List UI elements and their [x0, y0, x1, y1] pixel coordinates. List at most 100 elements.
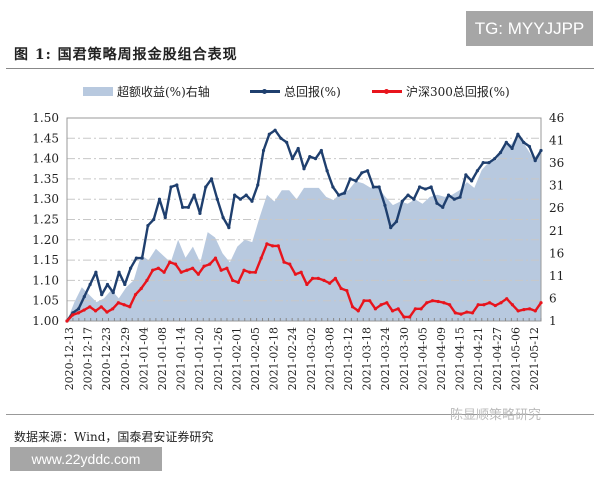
site-watermark: www.22yddc.com: [10, 447, 162, 471]
x-axis-tick-label: 2020-12-13: [63, 327, 76, 390]
x-axis-tick-label: 2020-12-23: [100, 327, 113, 390]
total-return-point: [88, 282, 92, 287]
csi300-return-point: [499, 301, 503, 305]
csi300-return-point: [510, 303, 515, 307]
csi300-return-point: [333, 276, 338, 280]
csi300-return-point: [448, 303, 452, 307]
csi300-return-point: [482, 303, 486, 307]
csi300-return-point: [368, 299, 372, 303]
x-axis-tick-label: 2021-03-12: [342, 327, 355, 390]
total-return-point: [464, 173, 468, 177]
total-return-point: [400, 199, 404, 203]
source-note: 数据来源：Wind，国泰君安证券研究: [14, 430, 214, 444]
csi300-return-point: [208, 262, 212, 266]
x-axis-tick-label: 2021-03-08: [323, 327, 336, 390]
csi300-return-point: [242, 268, 246, 272]
csi300-return-point: [459, 312, 463, 316]
csi300-return-point: [179, 270, 183, 274]
csi300-return-point: [231, 278, 235, 282]
right-axis-tick-label: 36: [549, 156, 564, 170]
csi300-return-point: [527, 307, 532, 311]
source-divider: [6, 414, 594, 415]
x-axis-tick-label: 2021-05-06: [509, 327, 522, 390]
csi300-return-point: [430, 299, 435, 303]
total-return-point: [186, 205, 190, 209]
total-return-point: [412, 197, 416, 201]
csi300-return-point: [442, 301, 446, 305]
csi300-return-point: [162, 270, 166, 274]
csi300-return-point: [373, 307, 377, 311]
legend-label: 沪深300总回报(%): [406, 85, 510, 99]
csi300-return-point: [282, 260, 286, 264]
total-return-point: [128, 266, 133, 270]
excess-return-area: [67, 132, 541, 321]
csi300-return-point: [128, 305, 132, 309]
total-return-point: [227, 226, 231, 230]
total-return-point: [493, 157, 497, 161]
csi300-return-point: [202, 264, 206, 268]
csi300-return-point: [396, 307, 400, 311]
x-axis-tick-label: 2021-02-05: [249, 327, 262, 390]
total-return-point: [238, 197, 243, 201]
legend-item-excess: 超额收益(%)右轴: [83, 83, 210, 100]
total-return-point: [325, 169, 329, 173]
total-return-point: [348, 177, 352, 181]
x-axis-tick-label: 2021-04-21: [472, 327, 485, 390]
total-return-point: [256, 183, 260, 187]
left-axis-tick-label: 1.45: [32, 131, 59, 145]
total-return-point: [105, 282, 110, 287]
total-return-point: [152, 217, 156, 222]
csi300-return-point: [310, 276, 315, 280]
total-return-point: [487, 161, 491, 165]
csi300-return-point: [65, 319, 69, 323]
right-axis-tick-label: 41: [549, 134, 564, 148]
csi300-return-point: [339, 286, 343, 291]
total-return-point: [169, 185, 173, 189]
csi300-return-point: [173, 262, 178, 266]
total-return-point: [94, 270, 98, 274]
total-return-point: [435, 201, 439, 205]
total-return-point: [522, 140, 526, 144]
csi300-return-point: [76, 311, 81, 315]
total-return-point: [446, 193, 451, 197]
right-axis-tick-label: 21: [549, 224, 564, 238]
total-return-point: [418, 185, 422, 189]
csi300-return-point: [145, 278, 149, 282]
x-axis-tick-label: 2021-01-26: [212, 327, 225, 390]
x-axis-tick-label: 2021-01-14: [175, 327, 188, 390]
csi300-return-point: [139, 286, 143, 291]
left-axis-tick-label: 1.20: [32, 233, 59, 247]
x-axis-tick-label: 2021-04-05: [416, 327, 429, 390]
csi300-return-point: [402, 315, 406, 319]
csi300-return-point: [288, 262, 292, 266]
figure-title: 图 1: 国君策略周报金股组合表现: [14, 47, 238, 63]
total-return-point: [360, 171, 364, 175]
total-return-point: [82, 295, 86, 299]
legend-swatch-line: [250, 89, 280, 94]
total-return-point: [117, 270, 121, 274]
total-return-point: [331, 185, 335, 189]
total-return-point: [481, 161, 485, 165]
total-return-point: [302, 167, 306, 171]
csi300-return-point: [516, 309, 520, 313]
csi300-return-point: [413, 307, 417, 311]
csi300-return-point: [539, 301, 543, 305]
total-return-point: [371, 185, 375, 189]
right-axis-tick-label: 6: [549, 291, 557, 305]
x-axis-tick-label: 2021-02-01: [230, 327, 243, 390]
csi300-return-point: [156, 266, 160, 270]
total-return-point: [527, 144, 532, 149]
csi300-return-point: [276, 244, 280, 248]
total-return-point: [342, 191, 347, 195]
csi300-return-point: [168, 260, 172, 264]
csi300-return-point: [390, 309, 395, 313]
total-return-point: [209, 177, 214, 181]
csi300-return-point: [88, 305, 92, 309]
total-return-point: [313, 157, 318, 161]
left-axis-tick-label: 1.05: [32, 294, 59, 308]
total-return-point: [406, 193, 410, 197]
total-return-point: [429, 185, 433, 189]
line-chart: 1.00 1.05 1.10 1.15 1.20 1.25 1.30 1.35 1.40 1.45…: [32, 111, 564, 390]
csi300-return-point: [236, 280, 240, 285]
total-return-point: [76, 307, 81, 311]
